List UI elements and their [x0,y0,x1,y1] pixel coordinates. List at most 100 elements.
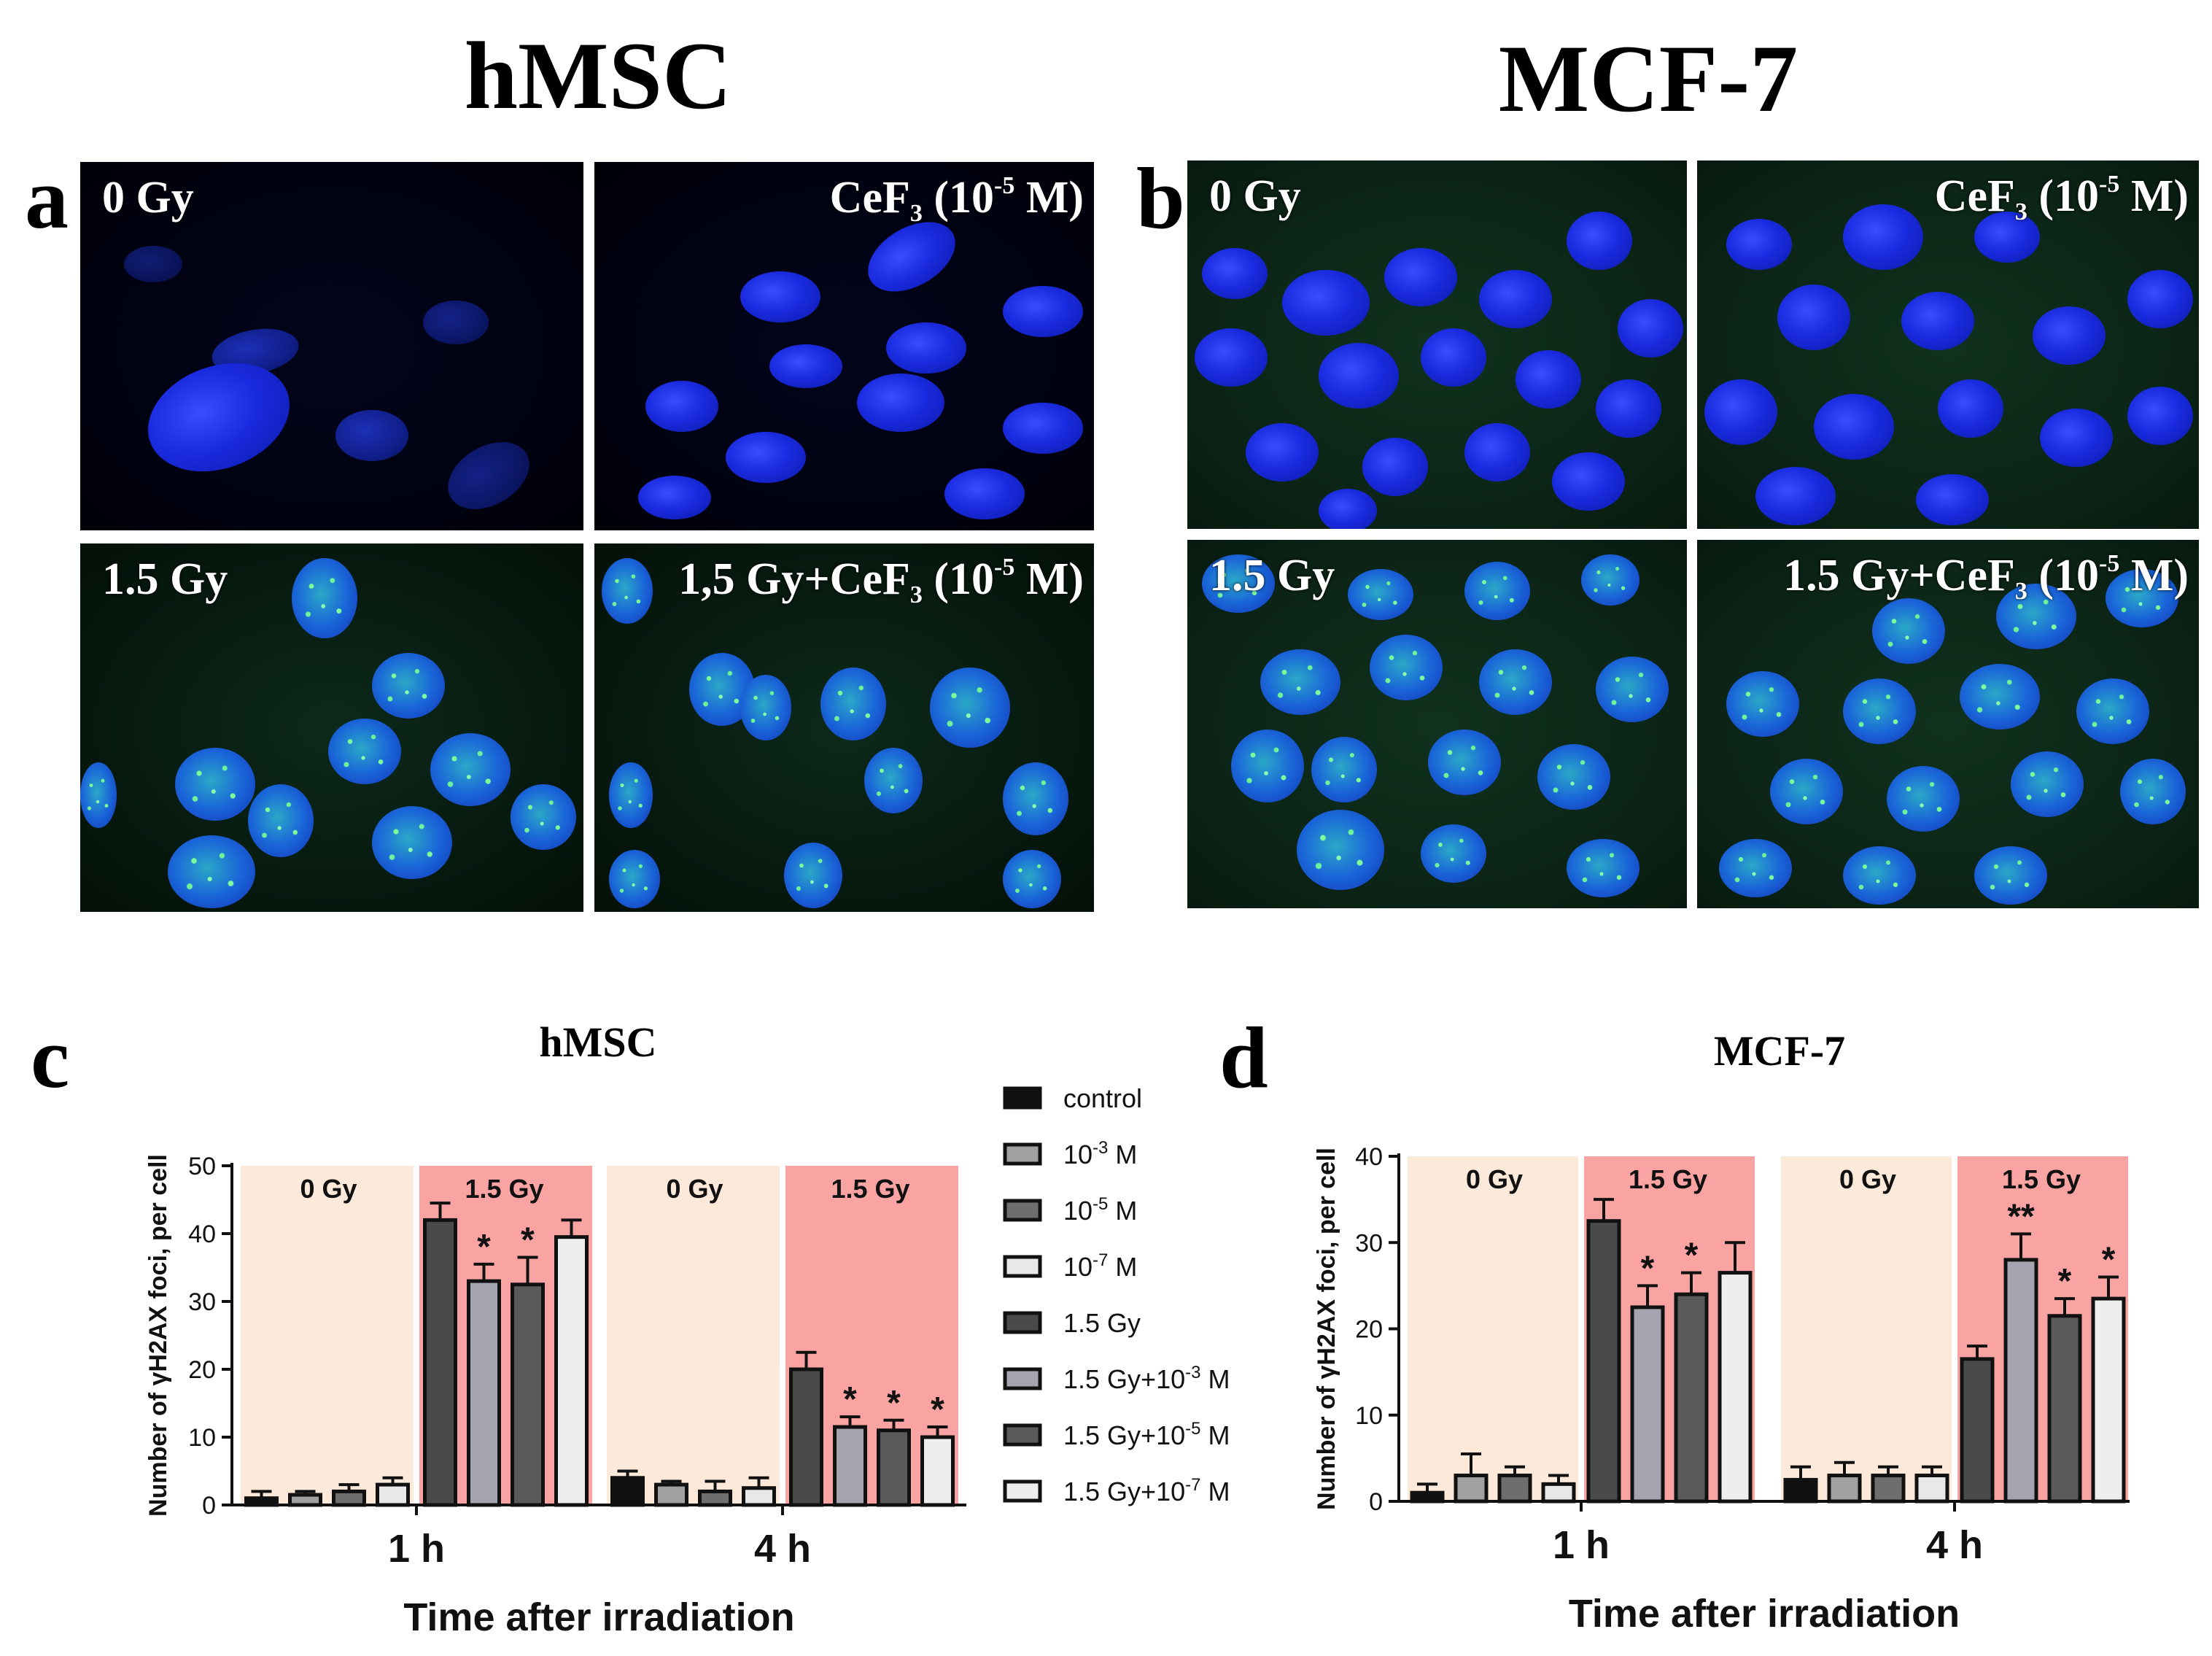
panel-letter-a: a [25,150,69,247]
micrograph-label: 1,5 Gy+CeF3 (10-5 M) [678,554,1084,608]
significance-marker: * [2058,1262,2072,1301]
legend-label: 1.5 Gy [1063,1308,1141,1338]
bar [1871,1474,1906,1504]
panel-letter-d: d [1219,1009,1268,1106]
micrograph-hmsc-0gy: 0 Gy [80,162,583,530]
legend-swatch [1003,1479,1042,1503]
y-tick-label: 50 [188,1153,216,1180]
bar [1497,1474,1532,1504]
y-tick-label: 10 [1355,1402,1383,1430]
bar [654,1482,688,1507]
bar [1454,1474,1489,1504]
x-tick-label: 1 h [388,1527,445,1571]
bar [2047,1314,2082,1504]
y-axis-title: Number of γH2AX foci, per cell [1313,1148,1340,1510]
bar [1960,1357,1995,1504]
bar [2091,1296,2126,1504]
y-tick-label: 40 [188,1220,216,1248]
legend-label: 10-3 M [1063,1138,1137,1169]
legend-label: control [1063,1083,1142,1113]
band-label: 0 Gy [1839,1164,1896,1194]
bar [742,1486,776,1507]
micrograph-hmsc-cef3: CeF3 (10-5 M) [594,162,1094,530]
bar [554,1235,589,1507]
legend-swatch [1003,1311,1042,1334]
micrograph-label: 1.5 Gy [1209,551,1335,600]
micrograph-hmsc-15gy: 1.5 Gy [80,543,583,912]
y-tick-label: 30 [188,1288,216,1316]
bar [1827,1474,1862,1504]
micrograph-mcf7-cef3: CeF3 (10-5 M) [1697,160,2199,529]
legend-swatch [1003,1086,1042,1110]
legend-swatch [1003,1199,1042,1222]
bar [288,1493,322,1507]
panel-letter-c: c [31,1009,70,1106]
hmsc-column-title: hMSC [464,22,732,129]
legend-label: 1.5 Gy+10-7 M [1063,1475,1230,1506]
bar [789,1367,823,1507]
micrograph-label: 1.5 Gy [102,554,228,604]
significance-marker: * [843,1380,857,1419]
significance-marker: * [477,1228,491,1266]
bar [511,1282,545,1507]
bar [376,1482,410,1507]
micrograph-mcf7-15gy-cef3: 1.5 Gy+CeF3 (10-5 M) [1697,540,2199,908]
panel-letter-b: b [1136,150,1185,247]
micrograph-mcf7-15gy: 1.5 Gy [1187,540,1687,908]
legend-label: 10-5 M [1063,1194,1137,1226]
significance-marker: * [2102,1241,2116,1280]
legend-swatch [1003,1367,1042,1390]
bar [2003,1258,2038,1504]
x-tick-label: 1 h [1553,1523,1610,1567]
y-tick-label: 20 [188,1356,216,1384]
band-0gy [1781,1156,1952,1501]
bar [332,1489,366,1507]
band-0gy [607,1166,780,1505]
significance-marker: * [1641,1249,1655,1288]
legend-label: 1.5 Gy+10-5 M [1063,1419,1230,1450]
x-axis-title: Time after irradiation [403,1595,794,1639]
bar [1783,1477,1818,1504]
y-axis-title: Number of γH2AX foci, per cell [144,1154,172,1517]
micrograph-label: 1.5 Gy+CeF3 (10-5 M) [1783,550,2189,605]
x-tick-label: 4 h [1926,1523,1983,1567]
legend-label: 1.5 Gy+10-3 M [1063,1363,1230,1394]
bar [833,1425,867,1507]
band-label: 1.5 Gy [1629,1164,1707,1194]
band-label: 1.5 Gy [465,1174,543,1204]
bar [1674,1292,1709,1504]
band-0gy [241,1166,414,1505]
y-tick-label: 0 [202,1492,216,1520]
band-label: 1.5 Gy [2002,1164,2081,1194]
bar [1586,1219,1621,1504]
micrograph-mcf7-0gy: 0 Gy [1187,160,1687,529]
band-label: 0 Gy [666,1174,723,1204]
bar [877,1428,911,1507]
bar [1630,1305,1665,1504]
bar [1914,1474,1949,1504]
y-tick-label: 0 [1369,1488,1383,1516]
y-tick-label: 40 [1355,1143,1383,1171]
chart-title-mcf7: MCF-7 [1713,1027,1846,1075]
bar [423,1218,457,1507]
mcf7-column-title: MCF-7 [1498,25,1798,132]
chart-title-hmsc: hMSC [539,1018,657,1066]
bar [610,1476,645,1507]
micrograph-label: 0 Gy [102,173,194,223]
micrograph-hmsc-15gy-cef3: 1,5 Gy+CeF3 (10-5 M) [594,543,1094,912]
significance-marker: * [887,1384,901,1423]
y-tick-label: 10 [188,1424,216,1452]
bar [698,1489,732,1507]
bar [920,1435,955,1507]
micrograph-label: CeF3 (10-5 M) [829,172,1084,227]
x-tick-label: 4 h [754,1527,811,1571]
legend-swatch [1003,1423,1042,1447]
band-0gy [1408,1156,1578,1501]
x-axis-title: Time after irradiation [1569,1592,1960,1636]
bar [1718,1271,1753,1504]
significance-marker: ** [2007,1197,2035,1236]
legend-swatch [1003,1255,1042,1278]
band-label: 1.5 Gy [831,1174,909,1204]
band-label: 0 Gy [1466,1164,1523,1194]
